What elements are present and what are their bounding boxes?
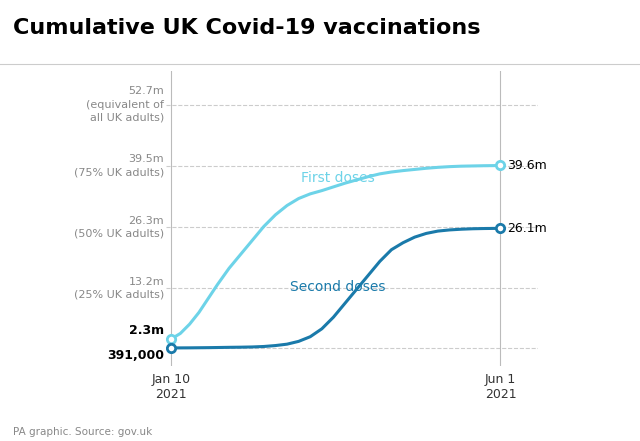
Text: 26.3m
(50% UK adults): 26.3m (50% UK adults) xyxy=(74,216,164,239)
Text: 2.3m: 2.3m xyxy=(129,324,164,337)
Text: Cumulative UK Covid-19 vaccinations: Cumulative UK Covid-19 vaccinations xyxy=(13,18,480,37)
Text: First doses: First doses xyxy=(301,171,375,185)
Text: 26.1m: 26.1m xyxy=(508,222,547,235)
Text: PA graphic. Source: gov.uk: PA graphic. Source: gov.uk xyxy=(13,426,152,437)
Text: 13.2m
(25% UK adults): 13.2m (25% UK adults) xyxy=(74,277,164,300)
Text: 39.5m
(75% UK adults): 39.5m (75% UK adults) xyxy=(74,154,164,178)
Text: 391,000: 391,000 xyxy=(107,349,164,363)
Text: 39.6m: 39.6m xyxy=(508,159,547,172)
Text: Second doses: Second doses xyxy=(291,280,386,294)
Text: 52.7m
(equivalent of
all UK adults): 52.7m (equivalent of all UK adults) xyxy=(86,86,164,123)
